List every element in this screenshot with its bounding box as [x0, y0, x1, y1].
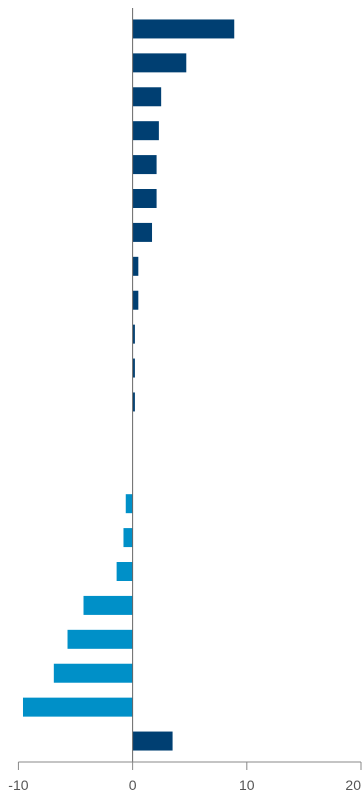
bar-18: [83, 595, 133, 615]
x-tick-label: 0: [129, 777, 137, 793]
bar-22: [132, 731, 173, 751]
bar-7: [132, 222, 153, 242]
bar-19: [67, 629, 133, 649]
bar-12: [132, 392, 135, 412]
bars-group: [22, 19, 235, 751]
bar-6: [132, 189, 157, 208]
x-tick-label: 10: [239, 777, 255, 793]
bar-4: [132, 121, 159, 141]
bar-16: [123, 528, 133, 548]
bar-3: [132, 87, 162, 107]
x-ticks-group: -10 0 10 20: [8, 762, 362, 793]
bar-11: [132, 358, 135, 378]
bar-20: [53, 663, 133, 683]
x-tick-label: -10: [8, 777, 28, 793]
bar-2: [132, 53, 187, 73]
x-tick-label: 20: [345, 777, 361, 793]
bar-10: [132, 324, 135, 344]
bar-5: [132, 155, 157, 175]
bar-1: [132, 19, 235, 39]
bar-8: [132, 256, 139, 276]
bar-17: [116, 562, 133, 581]
bar-15: [125, 494, 133, 514]
bar-21: [22, 697, 133, 717]
bar-9: [132, 290, 139, 310]
